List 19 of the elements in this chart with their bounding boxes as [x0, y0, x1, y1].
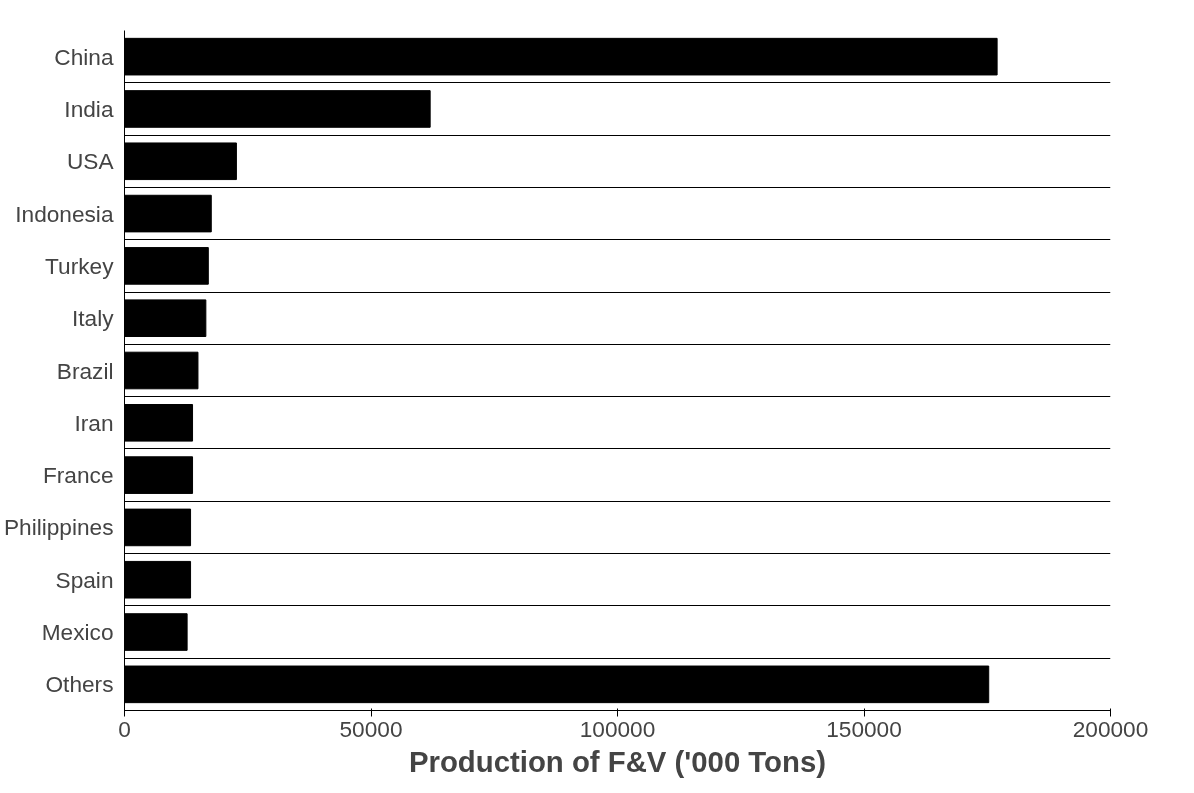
y-tick-label: Mexico: [41, 619, 114, 646]
y-tick-label: Indonesia: [15, 200, 114, 227]
y-tick-label: Spain: [55, 566, 114, 593]
y-tick-label: USA: [66, 148, 115, 175]
x-tick-label: 150000: [826, 715, 902, 742]
y-tick-label: Iran: [74, 409, 114, 436]
x-axis-title: Production of F&V ('000 Tons): [408, 744, 827, 778]
y-tick-label: India: [64, 95, 114, 122]
y-tick-label: Others: [45, 671, 114, 698]
x-tick-label: 0: [118, 715, 131, 742]
x-tick-label: 200000: [1072, 715, 1149, 742]
y-tick-label: France: [42, 462, 114, 489]
y-tick-label: Turkey: [45, 252, 115, 279]
y-tick-label: Brazil: [56, 357, 114, 384]
y-tick-label: Philippines: [3, 514, 114, 541]
y-tick-label: Italy: [71, 305, 115, 332]
y-tick-label: China: [54, 43, 114, 70]
x-tick-label: 50000: [339, 715, 403, 742]
x-tick-label: 100000: [579, 715, 656, 742]
